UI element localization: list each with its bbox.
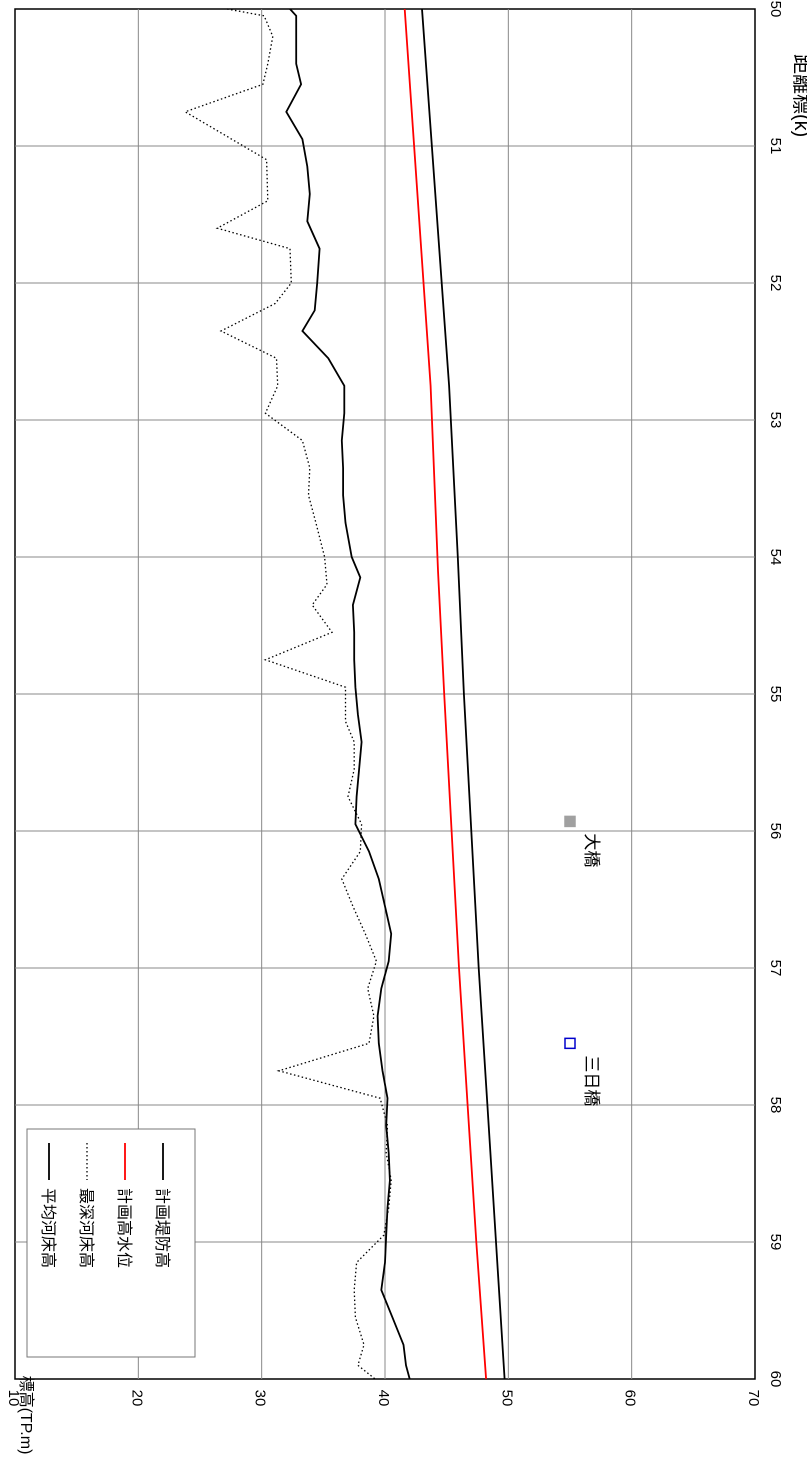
x-tick-label: 59 (767, 1234, 784, 1251)
series-line (285, 8, 411, 1380)
bridge-marker (564, 1037, 576, 1050)
x-tick-label: 55 (767, 686, 784, 703)
x-tick-label: 60 (767, 1371, 784, 1388)
y-tick-label: 20 (128, 1390, 145, 1407)
legend-label: 計画高水位 (115, 1188, 133, 1268)
y-tick-label: 30 (252, 1390, 269, 1407)
x-axis-title: 距離標(k) (790, 54, 807, 137)
x-tick-label: 52 (767, 275, 784, 292)
bridge-label: 大橋 (582, 833, 601, 867)
y-axis-title: 標高(TP.m) (17, 1376, 35, 1455)
y-tick-label: 60 (622, 1390, 639, 1407)
legend: 計画堤防高 計画高水位 最深河床高 平均河床高 (26, 1128, 196, 1358)
bridge-label: 三日橋 (582, 1055, 601, 1106)
series-line (421, 8, 506, 1380)
y-tick-label: 40 (375, 1390, 392, 1407)
y-tick-label: 70 (745, 1390, 762, 1407)
x-tick-label: 50 (767, 1, 784, 18)
x-tick-label: 58 (767, 1097, 784, 1114)
x-tick-label: 51 (767, 138, 784, 155)
legend-label: 平均河床高 (39, 1188, 57, 1268)
legend-label: 最深河床高 (77, 1188, 95, 1268)
bridge-marker (564, 815, 576, 828)
series-line (403, 8, 487, 1380)
legend-box (26, 1128, 196, 1358)
x-tick-label: 57 (767, 960, 784, 977)
x-tick-label: 53 (767, 412, 784, 429)
x-tick-label: 56 (767, 823, 784, 840)
x-tick-label: 54 (767, 549, 784, 566)
legend-label: 計画堤防高 (153, 1188, 171, 1268)
y-tick-label: 10 (5, 1390, 22, 1407)
y-tick-label: 50 (498, 1390, 515, 1407)
